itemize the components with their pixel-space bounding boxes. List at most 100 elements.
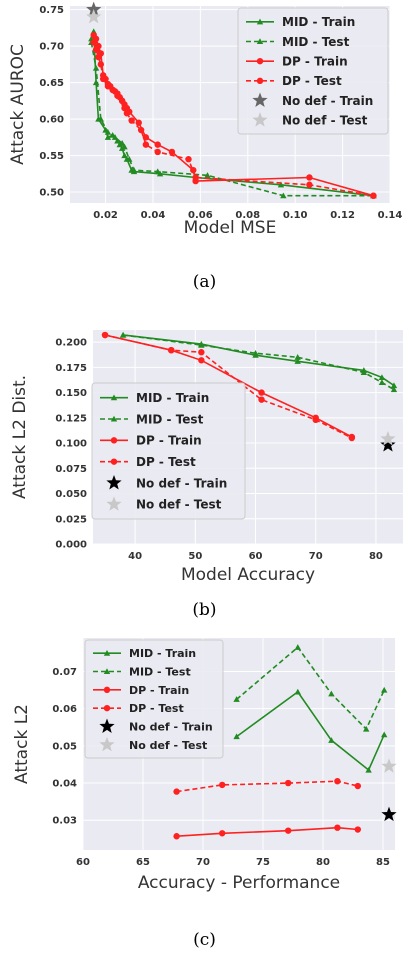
data-point: [285, 779, 292, 787]
data-point: [280, 192, 287, 199]
data-point: [285, 827, 292, 834]
data-point: [380, 431, 396, 446]
legend-label: MID - Test: [129, 665, 191, 678]
series-no-def-train: [86, 1, 102, 17]
data-point: [104, 134, 112, 140]
data-point: [137, 126, 145, 134]
x-tick-label: 85: [376, 857, 390, 868]
data-point: [354, 826, 361, 833]
y-tick-label: 0.04: [52, 779, 77, 790]
caption-a: (a): [192, 272, 217, 292]
data-point: [142, 134, 150, 141]
y-tick-label: 0.100: [55, 439, 87, 450]
data-point: [365, 766, 372, 773]
x-tick-label: 60: [249, 551, 263, 562]
y-tick-label: 0.03: [52, 816, 77, 827]
data-point: [86, 8, 102, 24]
data-point: [381, 686, 388, 693]
data-point: [381, 758, 397, 773]
legend-marker: [99, 718, 115, 733]
data-point: [390, 386, 398, 393]
data-point: [168, 346, 175, 354]
data-point: [185, 156, 192, 163]
y-tick-label: 0.60: [39, 115, 64, 126]
y-tick-label: 0.150: [55, 388, 87, 399]
legend-marker: [256, 57, 264, 65]
chart-c: 60 65 70 75 80 85 0.03 0.04 0.05 0.06 0.07 Accuracy…: [12, 638, 397, 893]
x-tick-label: 70: [196, 857, 210, 868]
legend-label: DP - Test: [282, 74, 342, 88]
data-point: [363, 725, 370, 732]
data-point: [233, 733, 240, 740]
data-point: [370, 192, 377, 199]
legend: MID - Train MID - Test DP - Train DP - Test…: [84, 639, 224, 759]
data-point: [135, 119, 142, 126]
x-tick-label: 65: [136, 857, 150, 868]
data-point: [381, 731, 388, 738]
legend-box: [237, 7, 389, 135]
y-tick-label: 0.06: [52, 704, 77, 715]
caption-c: (c): [193, 930, 216, 950]
data-point: [306, 181, 313, 188]
chart-b: 40 50 60 70 80 0.000 0.025 0.050 0.075 0.100 0.125…: [10, 330, 403, 585]
x-tick-label: 0.12: [330, 210, 355, 221]
legend-marker: [252, 92, 268, 107]
x-tick-label: 80: [316, 857, 330, 868]
data-point: [380, 437, 396, 452]
data-point: [258, 389, 265, 396]
series-line: [104, 334, 353, 439]
data-point: [168, 148, 176, 156]
legend: MID - Train MID - Test DP - Train DP - Test…: [237, 7, 389, 135]
data-point: [99, 75, 107, 83]
data-point: [258, 396, 265, 403]
x-tick-label: 0.06: [188, 210, 213, 221]
data-point: [294, 354, 301, 360]
data-point: [86, 1, 102, 17]
y-tick-label: 0.75: [39, 5, 64, 16]
series-mid-test: [88, 39, 377, 199]
data-point: [111, 134, 119, 140]
legend-marker: [256, 38, 264, 45]
legend-label: No def - Train: [136, 476, 227, 490]
y-axis-label: Attack AUROC: [8, 44, 28, 165]
legend-label: DP - Train: [129, 684, 189, 697]
data-point: [306, 174, 313, 181]
x-tick-label: 40: [128, 551, 142, 562]
data-point: [121, 152, 128, 159]
x-tick-label: 0.08: [235, 210, 260, 221]
data-point: [126, 156, 133, 162]
data-point: [90, 39, 97, 46]
y-tick-label: 0.125: [55, 413, 87, 424]
data-point: [97, 115, 105, 122]
data-point: [360, 369, 368, 375]
data-point: [118, 139, 126, 146]
data-point: [348, 434, 356, 442]
data-point: [109, 86, 116, 94]
legend-label: MID - Test: [136, 412, 204, 426]
data-point: [154, 141, 161, 148]
y-tick-label: 0.55: [39, 151, 64, 162]
data-point: [378, 379, 386, 386]
legend-label: MID - Train: [129, 647, 196, 660]
series-dp-train: [173, 824, 361, 840]
x-tick-label: 70: [309, 551, 323, 562]
data-point: [128, 117, 135, 124]
legend-marker: [110, 458, 118, 465]
legend-marker: [256, 18, 264, 25]
data-point: [378, 374, 386, 381]
data-point: [101, 331, 109, 339]
data-point: [190, 166, 197, 174]
data-point: [104, 129, 112, 135]
data-point: [118, 97, 126, 105]
data-point: [277, 181, 285, 188]
legend-marker: [99, 736, 115, 752]
legend-marker: [110, 394, 118, 401]
data-point: [294, 644, 301, 650]
data-point: [328, 690, 335, 697]
series-no-def-test: [86, 8, 102, 24]
data-point: [381, 806, 397, 822]
y-tick-label: 0.025: [55, 514, 87, 525]
data-point: [95, 53, 102, 61]
legend-marker: [103, 704, 111, 712]
chart-a: 0.02 0.04 0.06 0.08 0.10 0.12 0.14 0.50 0.55 0.60…: [8, 1, 402, 238]
